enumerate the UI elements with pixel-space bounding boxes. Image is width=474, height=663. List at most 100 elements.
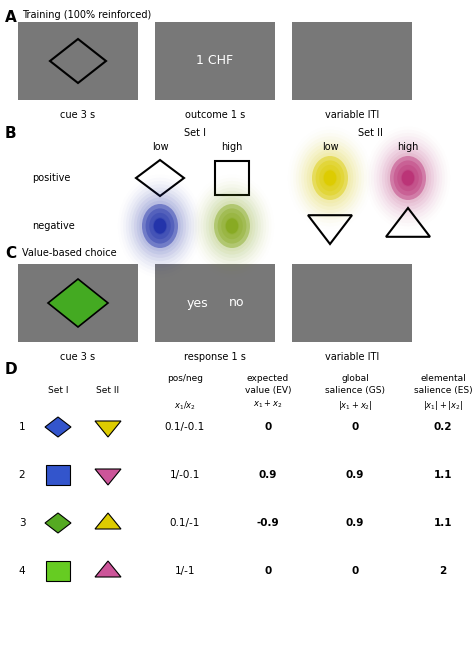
- Ellipse shape: [139, 201, 181, 251]
- Ellipse shape: [137, 198, 183, 255]
- Bar: [18, 264, 138, 342]
- Text: B: B: [5, 126, 17, 141]
- Polygon shape: [45, 417, 71, 437]
- Text: low: low: [322, 142, 338, 152]
- Text: high: high: [397, 142, 419, 152]
- Ellipse shape: [134, 194, 186, 258]
- Text: elemental: elemental: [420, 374, 466, 383]
- Ellipse shape: [307, 149, 354, 207]
- Text: 1/-1: 1/-1: [175, 566, 195, 576]
- Ellipse shape: [382, 146, 434, 210]
- Text: Set II: Set II: [357, 128, 383, 138]
- Ellipse shape: [393, 160, 422, 196]
- Text: 0: 0: [264, 566, 272, 576]
- Ellipse shape: [221, 213, 243, 239]
- Ellipse shape: [218, 208, 246, 243]
- Text: $x_1+x_2$: $x_1+x_2$: [253, 399, 283, 410]
- Text: 0.2: 0.2: [434, 422, 452, 432]
- Text: negative: negative: [32, 221, 75, 231]
- Text: 2: 2: [439, 566, 447, 576]
- Text: 1.1: 1.1: [434, 518, 452, 528]
- Text: Set I: Set I: [48, 386, 68, 395]
- Text: A: A: [5, 10, 17, 25]
- Text: $|x_1+x_2|$: $|x_1+x_2|$: [337, 399, 373, 412]
- Text: C: C: [5, 246, 16, 261]
- Ellipse shape: [142, 204, 178, 248]
- Text: response 1 s: response 1 s: [184, 352, 246, 362]
- Ellipse shape: [156, 221, 164, 231]
- Ellipse shape: [327, 174, 334, 182]
- Ellipse shape: [211, 201, 253, 251]
- Ellipse shape: [397, 165, 419, 191]
- Ellipse shape: [146, 208, 174, 243]
- Text: $|x_1|+|x_2|$: $|x_1|+|x_2|$: [423, 399, 463, 412]
- Text: value (EV): value (EV): [245, 386, 291, 395]
- Text: global: global: [341, 374, 369, 383]
- Text: 1.1: 1.1: [434, 470, 452, 480]
- Ellipse shape: [384, 149, 431, 207]
- Text: outcome 1 s: outcome 1 s: [185, 110, 245, 120]
- Text: high: high: [221, 142, 243, 152]
- Ellipse shape: [226, 218, 238, 233]
- Text: Value-based choice: Value-based choice: [22, 248, 117, 258]
- Ellipse shape: [323, 169, 337, 187]
- Bar: [155, 264, 275, 342]
- Polygon shape: [45, 513, 71, 533]
- Ellipse shape: [401, 169, 415, 187]
- Text: low: low: [152, 142, 168, 152]
- Polygon shape: [95, 513, 121, 529]
- Ellipse shape: [310, 152, 351, 204]
- Polygon shape: [48, 279, 108, 327]
- Text: 0.9: 0.9: [346, 518, 364, 528]
- Ellipse shape: [401, 170, 414, 186]
- Text: Set I: Set I: [184, 128, 206, 138]
- Ellipse shape: [390, 156, 426, 200]
- Text: 1 CHF: 1 CHF: [196, 54, 234, 68]
- Text: D: D: [5, 362, 18, 377]
- Bar: [155, 22, 275, 100]
- Ellipse shape: [142, 204, 178, 248]
- Text: 0.1/-0.1: 0.1/-0.1: [165, 422, 205, 432]
- Ellipse shape: [209, 198, 255, 255]
- Text: 0: 0: [351, 566, 359, 576]
- Ellipse shape: [304, 146, 356, 210]
- Text: -0.9: -0.9: [257, 518, 279, 528]
- Text: cue 3 s: cue 3 s: [61, 352, 96, 362]
- Ellipse shape: [214, 204, 250, 248]
- Text: Set II: Set II: [96, 386, 119, 395]
- Text: 1/-0.1: 1/-0.1: [170, 470, 200, 480]
- Text: 0.9: 0.9: [346, 470, 364, 480]
- Polygon shape: [95, 469, 121, 485]
- Ellipse shape: [225, 217, 239, 235]
- Ellipse shape: [206, 194, 258, 258]
- Bar: [46, 465, 70, 485]
- Bar: [215, 161, 249, 195]
- Text: salience (ES): salience (ES): [414, 386, 472, 395]
- Polygon shape: [95, 421, 121, 437]
- Text: variable ITI: variable ITI: [325, 352, 379, 362]
- Ellipse shape: [154, 218, 166, 233]
- Bar: [292, 22, 412, 100]
- Ellipse shape: [316, 160, 345, 196]
- Ellipse shape: [319, 165, 341, 191]
- Ellipse shape: [228, 221, 236, 231]
- Text: 0.9: 0.9: [259, 470, 277, 480]
- Polygon shape: [95, 561, 121, 577]
- Bar: [18, 22, 138, 100]
- Ellipse shape: [312, 156, 348, 200]
- Ellipse shape: [387, 152, 428, 204]
- Text: 3: 3: [18, 518, 25, 528]
- Ellipse shape: [312, 156, 348, 200]
- Text: 1: 1: [18, 422, 25, 432]
- Ellipse shape: [214, 204, 250, 248]
- Text: variable ITI: variable ITI: [325, 110, 379, 120]
- Text: 4: 4: [18, 566, 25, 576]
- Text: no: no: [229, 296, 245, 310]
- Text: 0: 0: [351, 422, 359, 432]
- Bar: [46, 561, 70, 581]
- Text: 0.1/-1: 0.1/-1: [170, 518, 200, 528]
- Text: yes: yes: [186, 296, 208, 310]
- Text: salience (GS): salience (GS): [325, 386, 385, 395]
- Ellipse shape: [404, 174, 411, 182]
- Ellipse shape: [390, 156, 426, 200]
